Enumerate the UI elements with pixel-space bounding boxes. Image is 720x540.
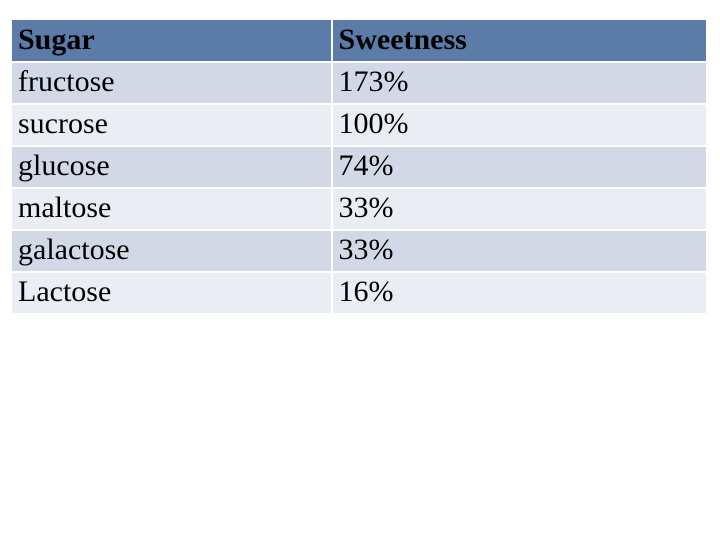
table-row: sucrose 100% [12, 104, 707, 146]
table-row: fructose 173% [12, 62, 707, 104]
cell-sugar: maltose [12, 188, 332, 230]
cell-sweetness: 33% [332, 188, 707, 230]
cell-sweetness: 33% [332, 230, 707, 272]
cell-sweetness: 16% [332, 272, 707, 314]
cell-sugar: galactose [12, 230, 332, 272]
cell-sweetness: 100% [332, 104, 707, 146]
table-row: galactose 33% [12, 230, 707, 272]
cell-sugar: glucose [12, 146, 332, 188]
cell-sugar: Lactose [12, 272, 332, 314]
header-sweetness: Sweetness [332, 20, 707, 62]
header-sugar: Sugar [12, 20, 332, 62]
cell-sweetness: 74% [332, 146, 707, 188]
table-header-row: Sugar Sweetness [12, 20, 707, 62]
cell-sugar: sucrose [12, 104, 332, 146]
table-row: Lactose 16% [12, 272, 707, 314]
cell-sweetness: 173% [332, 62, 707, 104]
cell-sugar: fructose [12, 62, 332, 104]
table-row: maltose 33% [12, 188, 707, 230]
table-row: glucose 74% [12, 146, 707, 188]
sweetness-table: Sugar Sweetness fructose 173% sucrose 10… [12, 20, 708, 315]
